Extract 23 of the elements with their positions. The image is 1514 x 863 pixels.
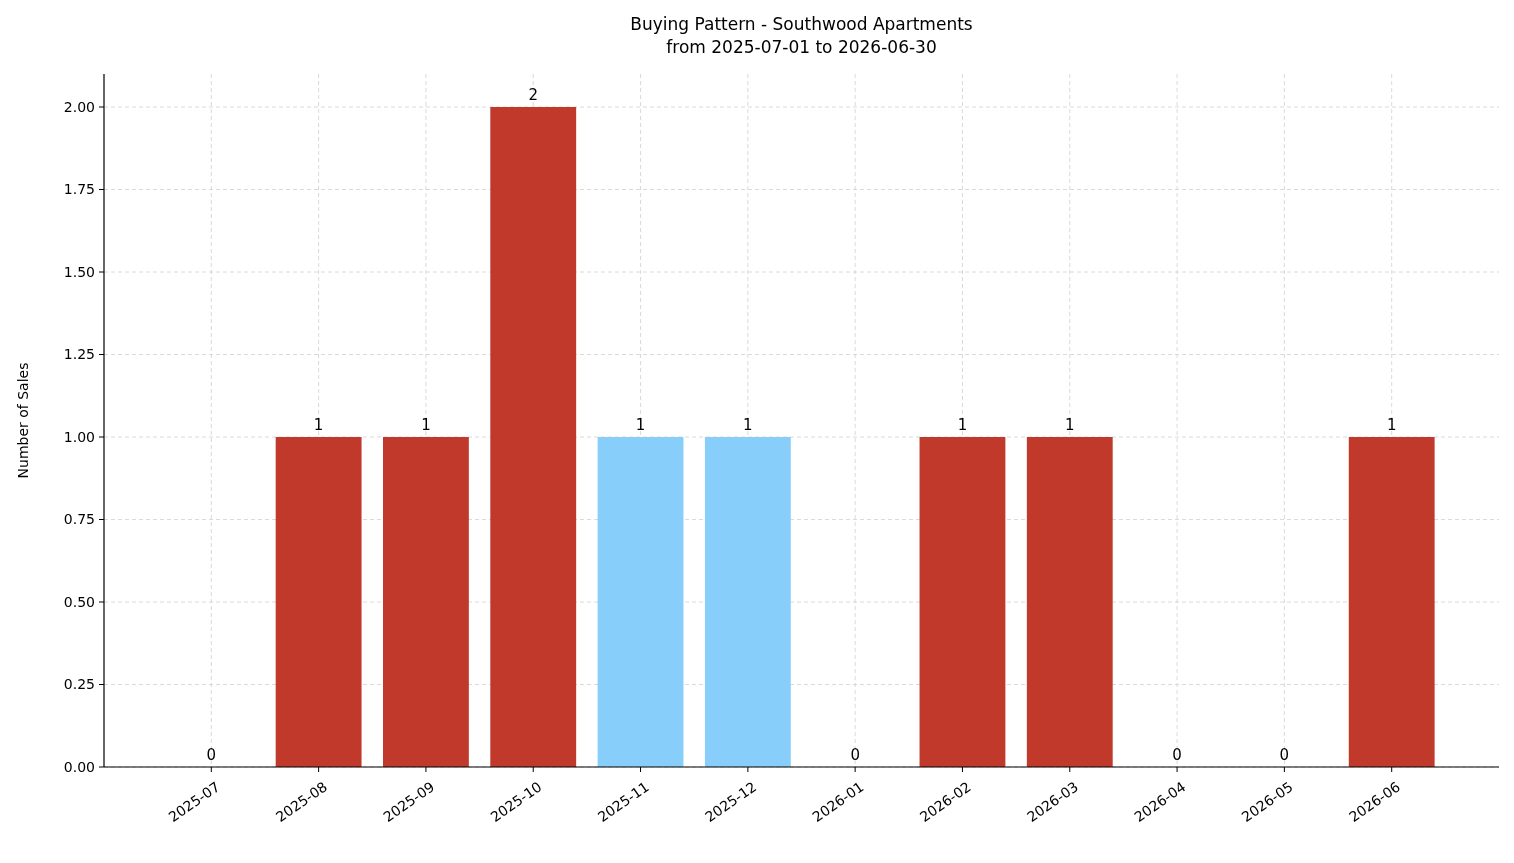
data-label: 1 (421, 416, 431, 434)
y-tick-label: 0.50 (63, 593, 95, 610)
data-label: 1 (743, 416, 753, 434)
data-label: 2 (528, 86, 538, 104)
data-label: 0 (850, 746, 860, 764)
data-label: 0 (1172, 746, 1182, 764)
y-tick-label: 0.00 (63, 758, 95, 775)
chart-title: Buying Pattern - Southwood Apartments from 2025-07-01 to 2026-06-30 (630, 14, 973, 57)
data-label: 1 (1386, 416, 1397, 434)
y-tick-label: 1.25 (63, 346, 95, 363)
data-label: 0 (206, 746, 217, 764)
y-tick-label: 1.50 (63, 263, 95, 280)
y-tick-label: 0.75 (63, 511, 95, 528)
data-label: 0 (1279, 746, 1290, 764)
data-label: 1 (1065, 416, 1075, 434)
y-tick-label: 2.00 (63, 98, 95, 115)
y-tick-label: 0.25 (63, 676, 95, 693)
y-tick-label: 1.75 (63, 181, 95, 198)
y-tick-label: 1.00 (63, 428, 95, 445)
data-label: 1 (313, 416, 324, 434)
data-label: 1 (957, 416, 968, 434)
y-axis-title: Number of Sales (15, 362, 31, 479)
data-label: 1 (635, 416, 646, 434)
